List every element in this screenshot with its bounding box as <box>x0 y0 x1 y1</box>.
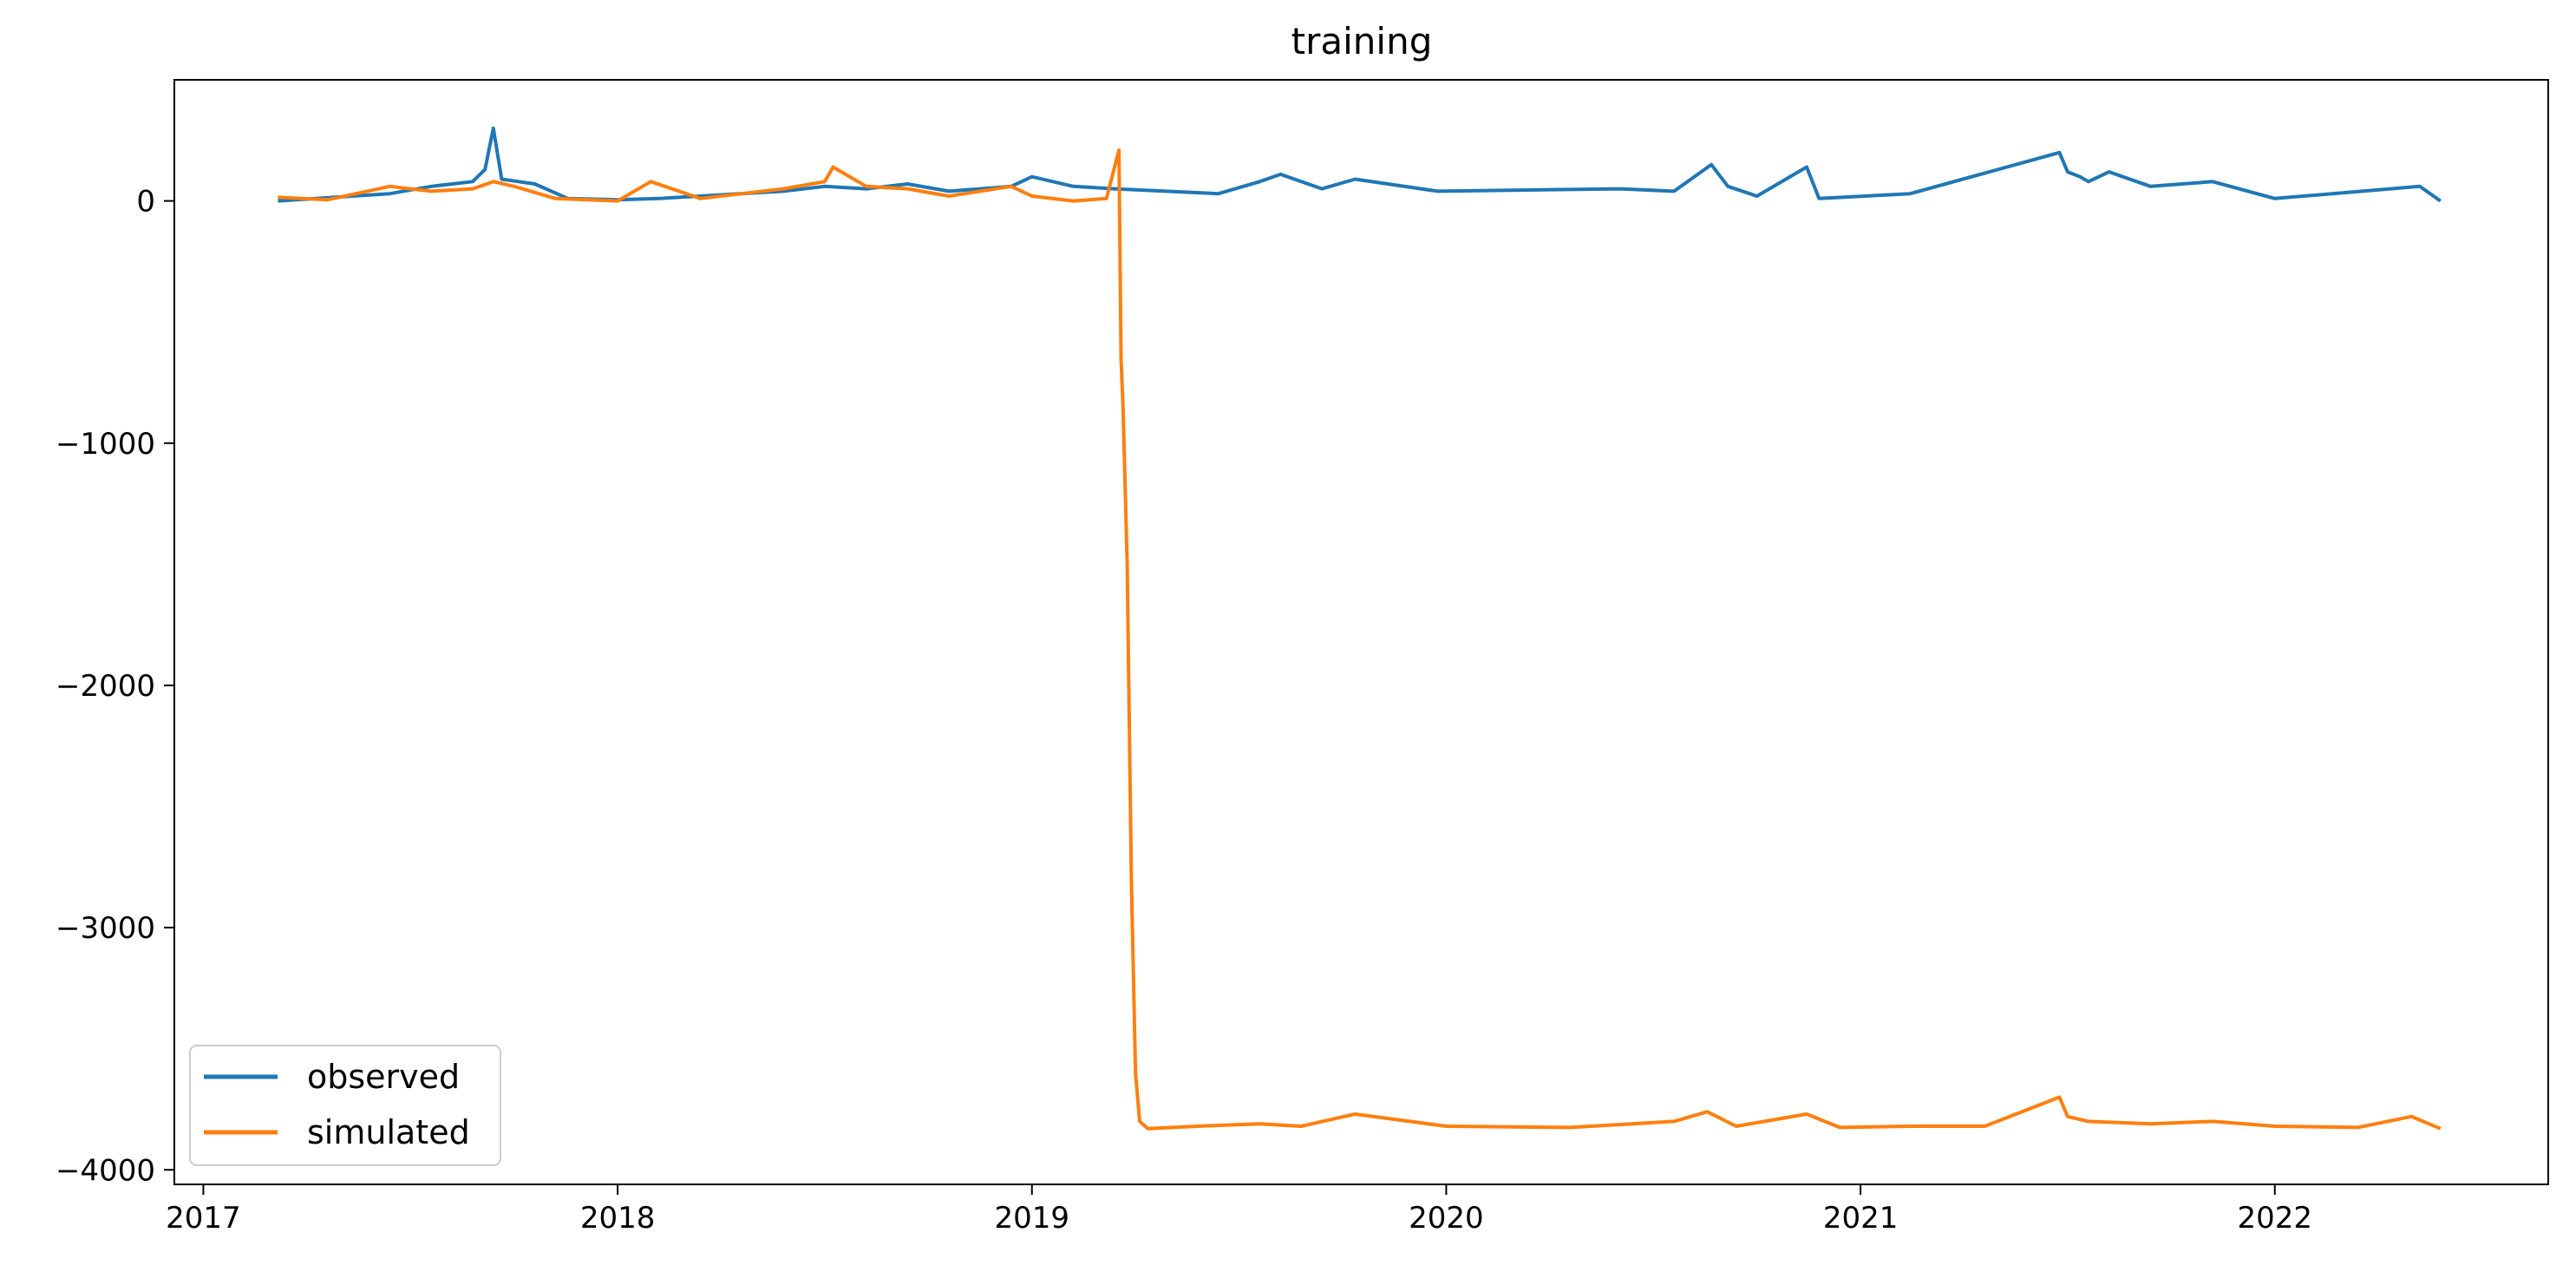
legend-label-observed: observed <box>307 1058 460 1096</box>
series-line-simulated <box>278 148 2442 1131</box>
y-tick-label: −3000 <box>56 911 155 946</box>
x-tick-label: 2019 <box>994 1201 1069 1236</box>
y-axis: 0 −1000 −2000 −3000 −4000 <box>56 185 174 1188</box>
legend-label-simulated: simulated <box>307 1113 470 1151</box>
plot-lines <box>278 126 2442 1131</box>
y-tick-label: −1000 <box>56 427 155 462</box>
chart-title: training <box>1291 20 1433 62</box>
plot-frame <box>173 79 2549 1185</box>
x-tick-label: 2022 <box>2237 1201 2312 1236</box>
series-line-observed <box>278 126 2442 203</box>
legend: observed simulated <box>189 1045 501 1166</box>
y-tick-label: 0 <box>136 185 155 220</box>
y-tick-label: −4000 <box>56 1153 155 1188</box>
x-tick-label: 2018 <box>580 1201 656 1236</box>
y-tick-label: −2000 <box>56 669 155 704</box>
x-tick-label: 2021 <box>1823 1201 1899 1236</box>
x-tick-label: 2020 <box>1409 1201 1484 1236</box>
x-axis: 2017 2018 2019 2020 2021 2022 <box>166 1184 2312 1236</box>
x-tick-label: 2017 <box>166 1201 241 1236</box>
